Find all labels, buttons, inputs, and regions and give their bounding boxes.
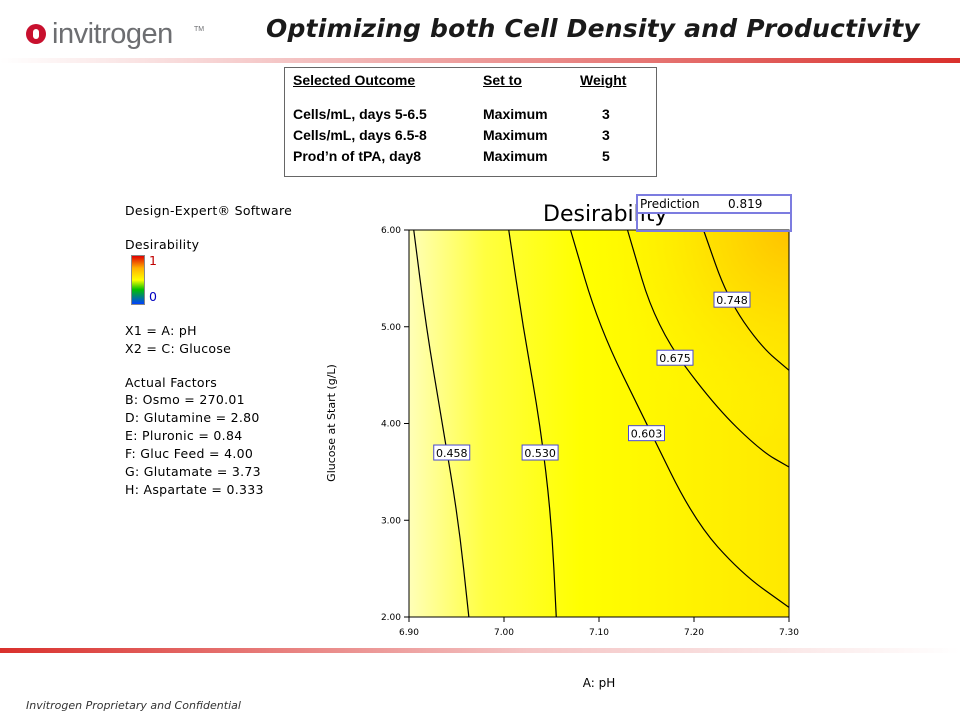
contour-layer: 0.458 0.530 0.603 0.675 0.748 (413, 229, 790, 618)
factor-item: E: Pluronic = 0.84 (125, 428, 243, 443)
actual-factors-title: Actual Factors (125, 375, 218, 390)
y-axis-label: Glucose at Start (g/L) (325, 364, 338, 482)
outcome-cell: Prod’n of tPA, day8 (293, 148, 422, 164)
contour-label-box (713, 291, 751, 308)
y-tick-label: 6.00 (381, 226, 401, 236)
contour-label-box (628, 425, 665, 442)
setto-cell: Maximum (483, 106, 548, 122)
contour-label: 0.675 (659, 352, 691, 365)
factor-item: D: Glutamine = 2.80 (125, 410, 260, 425)
invitrogen-logo: invitrogen TM (26, 18, 206, 52)
weight-cell: 5 (602, 148, 610, 164)
y-tick-label: 2.00 (381, 613, 401, 623)
page-title: Optimizing both Cell Density and Product… (266, 14, 920, 43)
contour-label: 0.530 (524, 447, 556, 460)
prediction-flag: Prediction 0.819 (636, 194, 792, 214)
header-divider (0, 58, 960, 63)
footer-divider (0, 648, 960, 653)
factor-item: F: Gluc Feed = 4.00 (125, 446, 254, 461)
header-set-to: Set to (483, 72, 522, 88)
factor-item: B: Osmo = 270.01 (125, 392, 245, 407)
contour-label-box (433, 444, 471, 461)
software-label: Design-Expert® Software (125, 203, 293, 218)
logo-trademark: TM (194, 26, 205, 33)
contour-line (413, 229, 470, 618)
prediction-label: Prediction (640, 197, 700, 211)
outcome-cell: Cells/mL, days 6.5-8 (293, 127, 427, 143)
setto-cell: Maximum (483, 148, 548, 164)
contour-label-box (656, 349, 694, 366)
y-tick-label: 4.00 (381, 420, 401, 430)
color-ramp (131, 255, 145, 305)
high-desirability-region (409, 230, 789, 617)
outcome-cell: Cells/mL, days 5-6.5 (293, 106, 427, 122)
weight-cell: 3 (602, 106, 610, 122)
prediction-flag-frame (636, 214, 792, 232)
contour-label: 0.748 (716, 294, 748, 307)
outcome-table: Selected Outcome Set to Weight Cells/mL,… (284, 67, 657, 177)
x-tick-label: 6.90 (399, 628, 419, 638)
contour-label: 0.458 (436, 447, 468, 460)
x1-label: X1 = A: pH (125, 323, 197, 338)
header-selected-outcome: Selected Outcome (293, 72, 416, 88)
contour-label-box (521, 444, 559, 461)
plot-area (409, 230, 789, 617)
contour-label: 0.603 (631, 428, 663, 441)
response-label: Desirability (125, 237, 200, 252)
header-weight: Weight (580, 72, 627, 88)
desirability-contour-chart: 0.458 0.530 0.603 0.675 0.748 6.90 7.00 7.10 7.… (325, 202, 799, 690)
x-tick-label: 7.20 (684, 628, 704, 638)
footer-text: Invitrogen Proprietary and Confidential (26, 699, 241, 712)
contour-line (508, 229, 557, 618)
ramp-low-label: 0 (149, 289, 158, 304)
factor-item: G: Glutamate = 3.73 (125, 464, 261, 479)
y-tick-label: 3.00 (381, 516, 401, 526)
logo-text: invitrogen (52, 18, 173, 50)
prediction-value: 0.819 (728, 197, 763, 211)
weight-cell: 3 (602, 127, 610, 143)
ramp-high-label: 1 (149, 253, 158, 268)
logo-mark-icon (26, 24, 46, 44)
factor-item: H: Aspartate = 0.333 (125, 482, 264, 497)
x2-label: X2 = C: Glucose (125, 341, 232, 356)
x-tick-label: 7.10 (589, 628, 609, 638)
x-tick-label: 7.30 (779, 628, 799, 638)
x-axis-label: A: pH (583, 676, 616, 690)
setto-cell: Maximum (483, 127, 548, 143)
axis-layer: 6.90 7.00 7.10 7.20 7.30 2.00 3.00 4.00 5.00 6.00 (381, 226, 799, 638)
x-tick-label: 7.00 (494, 628, 514, 638)
y-tick-label: 5.00 (381, 323, 401, 333)
